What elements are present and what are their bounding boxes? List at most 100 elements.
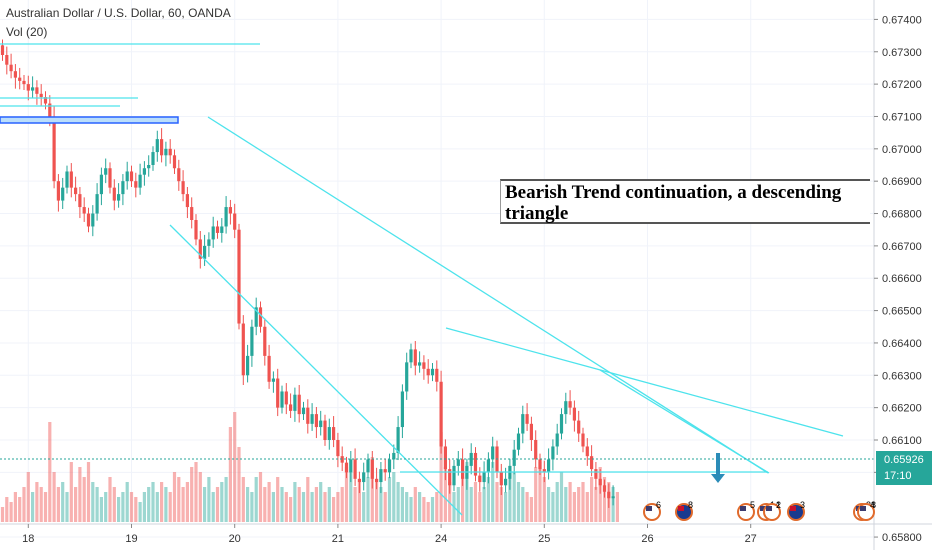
volume-bar [211, 492, 215, 522]
candle-body [581, 433, 585, 447]
candle-body [418, 362, 422, 366]
volume-bar [409, 497, 413, 522]
au-flag-icon[interactable]: 8 [675, 500, 693, 521]
candle-body [172, 155, 177, 169]
us-flag-icon[interactable]: 6 [643, 500, 661, 521]
event-count-label: 2 [776, 500, 781, 510]
volume-bar [142, 492, 146, 522]
volume-bar [310, 492, 314, 522]
us-flag-icon[interactable]: 4 [857, 500, 875, 521]
price-tick-label: 0.66400 [882, 338, 922, 350]
price-tick-label: 0.67300 [882, 47, 922, 59]
triangle-upper-line[interactable] [445, 327, 844, 437]
projection-arrow-head[interactable] [711, 474, 725, 483]
volume-bar [370, 457, 374, 522]
candle-body [78, 194, 82, 208]
supply-zone-box[interactable] [0, 116, 179, 124]
candle-body [181, 181, 185, 195]
candle-body [237, 229, 241, 324]
volume-bar [572, 492, 576, 522]
candle-body [250, 326, 254, 356]
volume-indicator-label: Vol (20) [6, 25, 48, 39]
candle-body [177, 168, 181, 182]
candle-body [43, 97, 48, 104]
candle-body [258, 307, 263, 327]
volume-bar [585, 492, 589, 522]
descending-trendline[interactable] [207, 116, 769, 474]
volume-bar [349, 472, 353, 522]
event-count-label: 6 [656, 500, 661, 510]
candle-body [602, 485, 607, 492]
volume-bar [568, 482, 572, 522]
time-tick-label: 26 [641, 533, 653, 545]
volume-bar [104, 492, 108, 522]
volume-bar [353, 487, 357, 522]
candle-body [456, 459, 460, 466]
lower-channel-line[interactable] [169, 224, 463, 516]
candle-body [164, 148, 168, 156]
price-tick-label: 0.66500 [882, 306, 922, 318]
candle-body [396, 427, 400, 453]
flag-canton [766, 506, 772, 511]
volume-bar [43, 492, 48, 522]
volume-bar [108, 477, 112, 522]
candle-body [134, 181, 138, 188]
volume-bar [598, 467, 602, 522]
candle-body [362, 472, 366, 483]
volume-bar [516, 482, 521, 522]
volume-bar [456, 487, 460, 522]
trend-annotation[interactable]: Bearish Trend continuation, a descending… [500, 179, 870, 224]
volume-bar [602, 477, 607, 522]
volume-bar [237, 447, 241, 522]
candle-body [129, 171, 134, 182]
volume-bar [48, 422, 52, 522]
volume-bar [461, 477, 465, 522]
volume-bar [332, 497, 336, 522]
us-flag-icon[interactable]: 2 [763, 500, 781, 521]
volume-bar [521, 487, 525, 522]
volume-bar [323, 492, 327, 522]
event-count-label: 8 [688, 500, 693, 510]
price-tick-label: 0.66800 [882, 209, 922, 221]
au-flag-icon[interactable]: 3 [787, 500, 805, 521]
volume-bar [319, 482, 323, 522]
candle-body [375, 478, 379, 483]
price-tick-label: 0.66100 [882, 435, 922, 447]
volume-bar [86, 462, 91, 522]
candle-body [48, 103, 52, 117]
volume-bar [435, 492, 439, 522]
candle-body [413, 349, 417, 366]
volume-bar [615, 492, 619, 522]
us-flag-icon[interactable]: 5 [737, 500, 755, 521]
candle-body [276, 378, 280, 408]
current-price-label: 0.65926 [884, 454, 924, 466]
volume-bar [138, 502, 142, 522]
candle-body [585, 446, 589, 457]
volume-bar [336, 492, 340, 522]
volume-bar [194, 462, 198, 522]
volume-bar [220, 482, 224, 522]
candle-body [289, 404, 293, 411]
time-tick-label: 20 [229, 533, 241, 545]
candle-body [555, 433, 559, 447]
candle-body [499, 472, 503, 486]
candle-body [327, 427, 331, 440]
triangle-apex-line[interactable] [599, 369, 770, 474]
volume-bar [396, 482, 400, 522]
volume-bar [482, 487, 486, 522]
candle-body [241, 323, 245, 376]
volume-bar [250, 492, 254, 522]
candle-body [35, 87, 39, 94]
candle-body [69, 171, 73, 188]
candle-body [271, 378, 275, 382]
volume-bar [508, 477, 512, 522]
candle-body [95, 194, 99, 214]
candle-body [203, 245, 207, 259]
volume-bar [280, 487, 284, 522]
volume-bar [164, 487, 168, 522]
volume-bar [306, 477, 310, 522]
candle-body [9, 64, 13, 72]
volume-bar [112, 487, 116, 522]
candle-body [56, 181, 60, 201]
